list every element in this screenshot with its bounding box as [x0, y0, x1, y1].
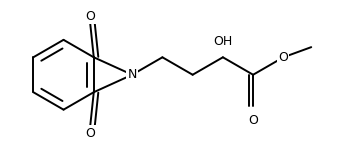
Text: O: O	[85, 10, 95, 23]
Text: OH: OH	[213, 34, 233, 47]
Text: O: O	[278, 51, 288, 64]
Text: O: O	[85, 127, 95, 140]
Text: N: N	[127, 68, 137, 81]
Text: O: O	[248, 114, 258, 127]
